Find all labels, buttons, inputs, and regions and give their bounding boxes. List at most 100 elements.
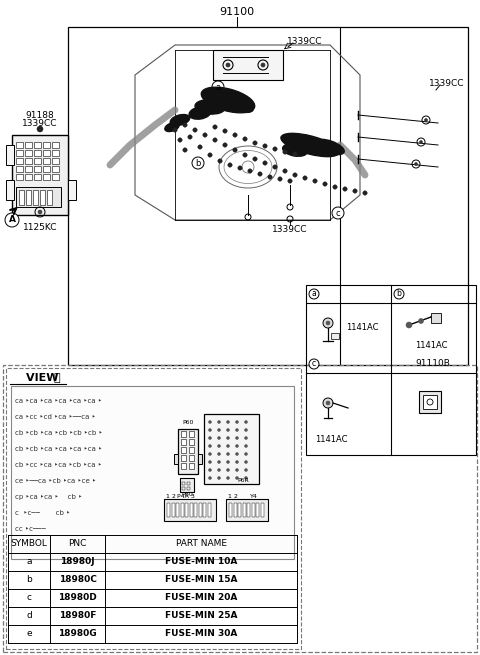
Text: FUSE-MIN 10A: FUSE-MIN 10A: [165, 557, 237, 567]
Circle shape: [217, 428, 220, 432]
Ellipse shape: [189, 107, 211, 119]
Text: 1339CC: 1339CC: [272, 225, 308, 233]
Circle shape: [217, 460, 220, 464]
Circle shape: [244, 428, 248, 432]
Bar: [34, 142, 41, 148]
Circle shape: [208, 460, 212, 464]
Text: 1141AC: 1141AC: [315, 436, 347, 445]
Bar: [204, 414, 259, 484]
Bar: [34, 166, 41, 172]
Bar: [11, 386, 294, 559]
Circle shape: [278, 177, 282, 181]
Circle shape: [208, 468, 212, 472]
Circle shape: [208, 436, 212, 440]
Bar: [47, 190, 52, 205]
Circle shape: [273, 165, 277, 169]
Bar: [178, 429, 198, 474]
Circle shape: [244, 460, 248, 464]
Bar: [181, 439, 186, 445]
Circle shape: [333, 185, 337, 189]
Bar: [181, 455, 186, 461]
Bar: [187, 487, 190, 490]
Circle shape: [293, 152, 297, 156]
Circle shape: [183, 122, 187, 127]
Bar: [187, 482, 190, 485]
Bar: [68, 180, 76, 200]
Circle shape: [233, 133, 237, 137]
Circle shape: [273, 147, 277, 151]
Text: a: a: [26, 557, 32, 567]
Circle shape: [227, 476, 229, 479]
Text: cc ‣c───: cc ‣c───: [15, 526, 46, 532]
Circle shape: [218, 159, 222, 163]
Text: b: b: [195, 159, 201, 168]
Bar: [182, 482, 185, 485]
Circle shape: [173, 128, 177, 132]
Circle shape: [236, 436, 239, 440]
Bar: [419, 391, 441, 413]
Circle shape: [394, 289, 404, 299]
Bar: [203, 503, 206, 517]
Text: 1141AC: 1141AC: [415, 341, 447, 350]
Text: SYMBOL: SYMBOL: [11, 540, 48, 548]
Text: FUSE-MIN 25A: FUSE-MIN 25A: [165, 612, 237, 620]
Circle shape: [244, 436, 248, 440]
Circle shape: [208, 428, 212, 432]
Text: FUSE-MIN 20A: FUSE-MIN 20A: [165, 593, 237, 603]
Bar: [261, 503, 264, 517]
Bar: [16, 150, 23, 156]
Bar: [171, 503, 175, 517]
Circle shape: [208, 445, 212, 447]
Bar: [306, 285, 476, 455]
Circle shape: [208, 476, 212, 479]
Circle shape: [217, 436, 220, 440]
Bar: [34, 174, 41, 180]
Text: 91110B: 91110B: [416, 360, 450, 369]
Circle shape: [332, 207, 344, 219]
Text: 1 2: 1 2: [166, 495, 176, 500]
Bar: [52, 142, 59, 148]
Ellipse shape: [195, 100, 225, 114]
Circle shape: [227, 436, 229, 440]
Bar: [242, 503, 245, 517]
Bar: [25, 158, 32, 164]
Bar: [198, 454, 202, 464]
Text: c: c: [26, 593, 32, 603]
Bar: [25, 174, 32, 180]
Bar: [207, 503, 211, 517]
Bar: [167, 503, 170, 517]
Circle shape: [188, 135, 192, 140]
Circle shape: [253, 157, 257, 161]
Text: FUSE-MIN 15A: FUSE-MIN 15A: [165, 576, 237, 584]
Bar: [19, 190, 24, 205]
Bar: [176, 503, 179, 517]
Circle shape: [309, 289, 319, 299]
Bar: [213, 50, 283, 80]
Circle shape: [223, 129, 227, 133]
Bar: [226, 499, 268, 521]
Bar: [6, 145, 14, 165]
Bar: [181, 431, 186, 437]
Circle shape: [288, 179, 292, 183]
Bar: [199, 503, 202, 517]
Circle shape: [217, 453, 220, 455]
Bar: [16, 174, 23, 180]
Circle shape: [244, 453, 248, 455]
Bar: [25, 166, 32, 172]
Circle shape: [258, 172, 262, 176]
Bar: [3, 365, 477, 652]
Text: c  ‣c──       cb ‣: c ‣c── cb ‣: [15, 510, 70, 516]
Bar: [34, 158, 41, 164]
Text: 1 2: 1 2: [228, 495, 238, 500]
Text: 1339CC: 1339CC: [287, 37, 323, 45]
Text: b: b: [396, 290, 401, 299]
Bar: [43, 158, 50, 164]
Ellipse shape: [170, 115, 190, 126]
Text: 1339CC: 1339CC: [22, 119, 58, 128]
Bar: [185, 503, 188, 517]
Bar: [40, 190, 45, 205]
Bar: [190, 503, 192, 517]
Bar: [331, 333, 339, 339]
Text: c: c: [312, 360, 316, 369]
Circle shape: [223, 143, 227, 147]
